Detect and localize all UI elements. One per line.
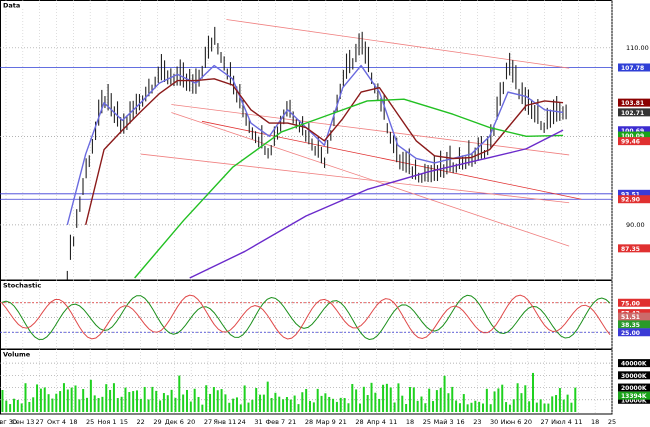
x-tick-label: 28 [355,418,363,426]
x-tick-label: Апр 4 [367,418,386,426]
price-tag-text: 40000K [621,361,647,368]
x-tick-label: Ноя 1 [98,418,117,426]
price-tag-text: 87.35 [621,246,640,253]
x-tick-label: 25 [608,418,616,426]
x-tick-label: 11 [574,418,582,426]
x-tick-label: 27 [541,418,549,426]
x-tick-label: Дек 6 [165,418,184,426]
x-tick-label: 15 [120,418,128,426]
x-tick-label: Янв 11 [213,418,236,426]
x-tick-label: 20 [524,418,532,426]
x-tick-label: Сен 13 [11,418,34,426]
price-tag-text: 20000K [621,385,647,392]
x-tick-label: 24 [238,418,246,426]
panel-label: Data [3,2,20,10]
x-tick-label: Авг 30 [0,418,17,426]
x-tick-label: Июл 4 [551,418,572,426]
price-tag-text: 38.35 [621,322,640,329]
x-tick-label: 20 [187,418,195,426]
price-tag-text: 103.81 [621,100,644,107]
trend-line [201,120,582,200]
price-tag [618,189,650,198]
panel-frame [0,349,613,415]
x-tick-label: Май 3 [434,418,454,426]
price-tag-text: 100.09 [621,133,644,140]
price-tag [618,98,650,107]
price-tag-text: 102.71 [621,110,644,117]
series-%D [1,294,611,340]
panel-label-bg [1,281,55,289]
x-tick-label: 27 [36,418,44,426]
trend-line [171,112,570,247]
y-tick-label: 110.00 [626,44,649,52]
price-tag [618,131,650,140]
panel-label-bg [1,350,35,358]
price-tag [618,108,650,117]
price-tag [618,383,650,392]
price-tag [618,395,650,404]
series-ma-blue [66,64,564,226]
price-tag [618,320,650,329]
x-tick-label: Окт 4 [47,418,66,426]
trend-line [140,153,570,204]
price-tag [618,195,650,204]
panel-label: Stochastic [3,282,41,290]
x-tick-label: 21 [339,418,347,426]
x-tick-label: 22 [137,418,145,426]
x-tick-label: Июн 6 [501,418,522,426]
panel-label: Volume [3,351,31,359]
price-tag [618,298,650,307]
price-tag-text: 107.78 [621,65,644,72]
price-tag [618,244,650,253]
x-tick-label: 29 [153,418,161,426]
price-tag [618,328,650,337]
price-tag-text: 13394K [621,393,647,400]
price-tag [618,312,650,321]
x-tick-label: 18 [69,418,77,426]
x-tick-label: 18 [591,418,599,426]
y-tick-label: 90.00 [626,221,645,229]
price-tag [618,63,650,72]
price-tag-text: 30000K [621,373,647,380]
price-tag-text: 92.90 [621,197,640,204]
x-tick-label: 30 [490,418,498,426]
price-tag-text: 93.51 [621,191,640,198]
x-tick-label: 25 [86,418,94,426]
price-tag-text: 10000K [621,397,647,404]
x-tick-label: Мар 9 [316,418,336,426]
x-tick-label: 28 [305,418,313,426]
x-tick-label: 18 [406,418,414,426]
panel-label-bg [1,1,25,9]
x-tick-label: 16 [456,418,464,426]
price-tag [618,137,650,146]
price-tag-text: 25.00 [621,330,640,337]
price-tag-text: 75.00 [621,300,640,307]
price-tag [618,359,650,368]
price-tag-text: 100.69 [621,128,644,135]
x-tick-label: Фев 7 [266,418,286,426]
x-tick-label: 21 [288,418,296,426]
series-ma-green [134,98,564,279]
x-tick-label: 27 [204,418,212,426]
x-tick-label: 11 [389,418,397,426]
price-tag [618,391,650,400]
x-tick-label: 31 [254,418,262,426]
trend-line [171,104,570,156]
x-tick-label: 25 [423,418,431,426]
price-tag-text: 51.51 [621,314,640,321]
price-tag-text: 99.46 [621,139,640,146]
x-tick-label: 23 [473,418,481,426]
trend-line [226,19,570,69]
series-ma-darkred [84,78,564,226]
price-tag [618,371,650,380]
price-tag [618,126,650,135]
series-ma-purple [189,129,564,279]
